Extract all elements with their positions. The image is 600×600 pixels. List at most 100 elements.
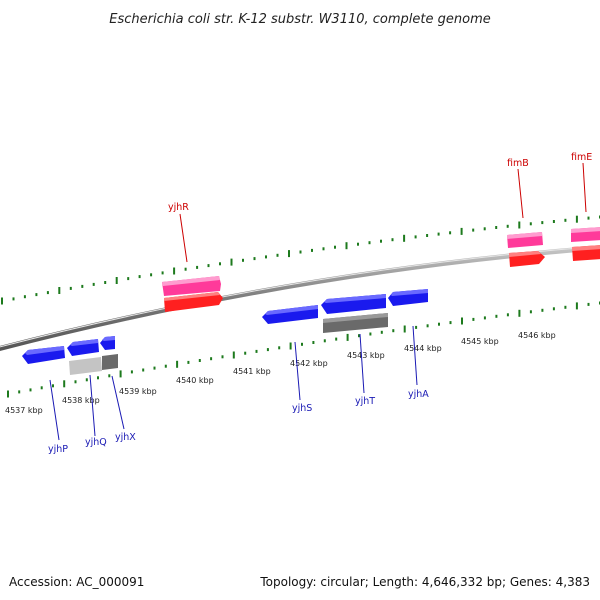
- kbp-label: 4538 kbp: [62, 396, 100, 405]
- fimE-gene-highlight: [572, 245, 600, 251]
- tick-minor: [187, 360, 190, 364]
- tick-minor: [81, 284, 84, 288]
- gene-label-yjhQ[interactable]: yjhQ: [85, 437, 107, 448]
- tick-minor: [184, 267, 187, 271]
- tick-minor: [142, 368, 145, 372]
- tick-minor: [564, 218, 567, 222]
- tick-minor: [219, 262, 221, 266]
- tick-minor: [52, 384, 54, 388]
- tick-minor: [92, 282, 95, 286]
- yjhR-gene-highlight: [164, 292, 220, 301]
- yjhQ-cds-feature[interactable]: [69, 357, 102, 375]
- tick-major: [288, 250, 290, 258]
- yjhX-leader: [111, 375, 125, 430]
- tick-minor: [210, 357, 213, 361]
- yjhX-cds-feature[interactable]: [102, 354, 118, 370]
- yjhS-gene-highlight: [265, 305, 318, 315]
- tick-minor: [104, 281, 107, 284]
- tick-minor: [198, 359, 201, 362]
- tick-minor: [552, 220, 555, 223]
- tick-minor: [278, 346, 281, 350]
- tick-minor: [221, 355, 224, 359]
- leader-lines: [49, 162, 587, 441]
- tick-minor: [392, 329, 395, 333]
- kbp-label: 4537 kbp: [5, 406, 43, 415]
- gene-label-yjhP[interactable]: yjhP: [48, 444, 68, 455]
- gene-label-yjhT[interactable]: yjhT: [355, 396, 375, 407]
- tick-major: [403, 234, 406, 242]
- tick-minor: [483, 316, 486, 320]
- tick-major: [7, 390, 9, 398]
- tick-minor: [299, 250, 302, 254]
- tick-minor: [276, 253, 279, 257]
- yjhP-leader: [49, 379, 60, 441]
- tick-major: [119, 370, 122, 378]
- tick-minor: [552, 307, 555, 311]
- tick-minor: [426, 234, 429, 237]
- tick-major: [460, 227, 463, 235]
- gene-label-yjhX[interactable]: yjhX: [115, 432, 136, 443]
- yjhA-leader: [412, 325, 418, 386]
- tick-minor: [242, 258, 244, 262]
- tick-minor: [244, 351, 247, 355]
- genome-summary-text: Topology: circular; Length: 4,646,332 bp…: [259, 575, 590, 589]
- tick-track-outer: [1, 215, 600, 305]
- tick-minor: [312, 341, 315, 344]
- tick-minor: [506, 224, 509, 228]
- kbp-labels: 4537 kbp 4538 kbp 4539 kbp 4540 kbp 4541…: [5, 331, 556, 415]
- kbp-label: 4543 kbp: [347, 351, 385, 360]
- yjhA-gene-highlight: [391, 289, 428, 296]
- tick-minor: [161, 271, 164, 275]
- kbp-label: 4541 kbp: [233, 367, 271, 376]
- tick-minor: [164, 364, 167, 368]
- gene-label-fimE[interactable]: fimE: [571, 152, 592, 163]
- tick-minor: [449, 231, 452, 235]
- tick-minor: [138, 275, 141, 279]
- tick-minor: [587, 302, 590, 306]
- tick-minor: [564, 305, 567, 309]
- gene-label-yjhR[interactable]: yjhR: [168, 202, 189, 213]
- tick-minor: [35, 293, 38, 297]
- tick-minor: [415, 325, 418, 329]
- tick-minor: [334, 245, 336, 249]
- tick-minor: [391, 238, 394, 242]
- tick-minor: [23, 295, 26, 299]
- genome-title: Escherichia coli str. K-12 substr. W3110…: [109, 12, 490, 27]
- tick-minor: [40, 386, 43, 390]
- tick-major: [518, 309, 521, 317]
- yjhT-cds-highlight: [323, 313, 388, 323]
- tick-major: [173, 267, 176, 275]
- tick-major: [345, 242, 348, 250]
- tick-minor: [506, 313, 509, 317]
- tick-minor: [369, 332, 372, 336]
- gene-label-fimB[interactable]: fimB: [507, 158, 529, 169]
- gene-labels: yjhR fimB fimE yjhP yjhQ yjhX yjhS yjhT …: [48, 152, 592, 455]
- tick-major: [518, 221, 521, 229]
- kbp-label: 4542 kbp: [290, 359, 328, 368]
- tick-major: [176, 360, 179, 368]
- gene-label-yjhS[interactable]: yjhS: [292, 403, 312, 414]
- yjhP-gene-highlight: [25, 346, 64, 355]
- tick-major: [115, 277, 118, 284]
- kbp-label: 4540 kbp: [176, 376, 214, 385]
- tick-major: [63, 380, 66, 388]
- gene-label-yjhA[interactable]: yjhA: [408, 389, 429, 400]
- tick-minor: [437, 232, 440, 236]
- tick-minor: [472, 228, 475, 232]
- kbp-label: 4545 kbp: [461, 337, 499, 346]
- tick-minor: [127, 277, 130, 281]
- tick-minor: [323, 339, 326, 343]
- reverse-features: [22, 289, 428, 375]
- fimB-leader: [517, 168, 524, 219]
- tick-minor: [12, 297, 15, 301]
- tick-minor: [255, 349, 258, 353]
- tick-major: [346, 333, 349, 341]
- tick-minor: [322, 247, 325, 251]
- tick-minor: [414, 235, 417, 239]
- fimE-cds-highlight: [571, 227, 600, 233]
- tick-minor: [29, 388, 32, 392]
- tick-major: [289, 342, 292, 350]
- tick-minor: [541, 308, 544, 312]
- tick-minor: [196, 265, 199, 269]
